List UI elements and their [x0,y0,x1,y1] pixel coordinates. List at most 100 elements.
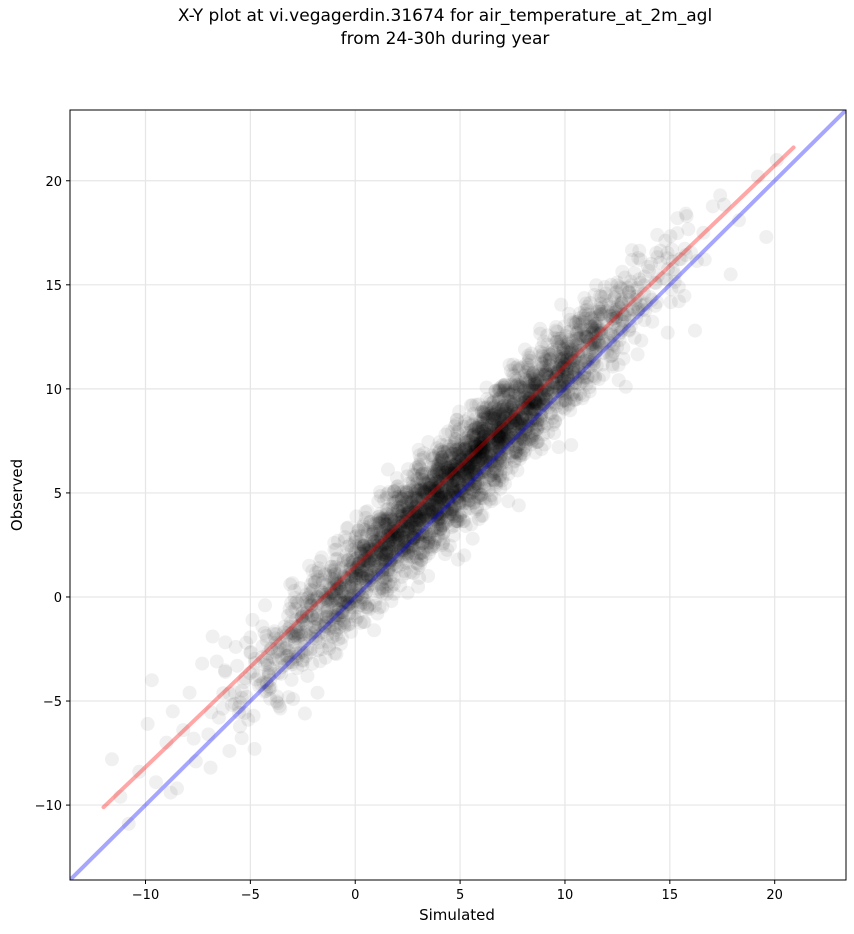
cloud-point [476,463,491,478]
data-point [396,540,411,555]
cloud-point [616,340,631,355]
cloud-point [480,455,495,470]
cloud-point [476,451,491,466]
cloud-point [444,502,459,517]
cloud-point [508,389,523,404]
cloud-point [445,478,460,493]
cloud-point [357,539,372,554]
cloud-point [568,351,583,366]
cloud-point [310,612,325,627]
cloud-point [371,534,386,549]
cloud-point [555,369,570,384]
x-tick-label: 10 [557,888,574,903]
cloud-point [423,485,438,500]
cloud-point [463,448,478,463]
cloud-point [337,619,352,634]
cloud-point [237,706,252,721]
cloud-point [650,250,665,265]
cloud-point [520,386,535,401]
cloud-point [447,457,462,472]
cloud-point [308,620,323,635]
cloud-point [509,426,524,441]
cloud-point [451,450,466,465]
cloud-point [485,411,500,426]
cloud-point [536,383,551,398]
cloud-point [630,280,645,295]
cloud-point [443,488,458,503]
cloud-point [440,472,455,487]
cloud-point [376,550,391,565]
cloud-point [440,461,455,476]
cloud-point [489,438,504,453]
cloud-point [466,485,481,500]
cloud-point [390,500,405,515]
data-point [463,481,478,496]
cloud-point [409,549,424,564]
cloud-point [304,598,319,613]
cloud-point [479,422,494,437]
data-point [434,450,449,465]
cloud-point [553,379,568,394]
cloud-point [362,553,377,568]
data-point [176,723,191,738]
cloud-point [596,367,611,382]
cloud-point [622,284,637,299]
point-cloud [186,197,732,746]
data-point [379,502,394,517]
data-point [509,373,524,388]
data-point [132,764,147,779]
cloud-point [340,617,355,632]
cloud-point [350,551,365,566]
cloud-point [385,527,400,542]
cloud-point [473,452,488,467]
cloud-point [521,419,536,434]
cloud-point [540,337,555,352]
cloud-point [301,609,316,624]
cloud-point [348,571,363,586]
cloud-point [491,426,506,441]
data-point [471,419,486,434]
cloud-point [605,305,620,320]
cloud-point [476,404,491,419]
cloud-point [459,440,474,455]
cloud-point [298,649,313,664]
cloud-point [284,672,299,687]
cloud-point [475,421,490,436]
cloud-point [438,458,453,473]
cloud-point [416,511,431,526]
cloud-point [355,595,370,610]
trend-lines [70,110,846,880]
cloud-point [441,465,456,480]
cloud-point [415,528,430,543]
cloud-point [368,592,383,607]
cloud-point [358,585,373,600]
cloud-point [476,424,491,439]
cloud-point [563,342,578,357]
cloud-point [484,454,499,469]
data-point [547,361,562,376]
cloud-point [335,605,350,620]
cloud-point [423,539,438,554]
cloud-point [402,540,417,555]
cloud-point [623,274,638,289]
cloud-point [374,545,389,560]
cloud-point [470,476,485,491]
cloud-point [375,580,390,595]
cloud-point [334,605,349,620]
cloud-point [351,559,366,574]
cloud-point [521,353,536,368]
cloud-point [617,270,632,285]
cloud-point [582,380,597,395]
cloud-point [407,508,422,523]
cloud-point [543,347,558,362]
cloud-point [420,497,435,512]
cloud-point [432,510,447,525]
cloud-point [527,371,542,386]
data-point [566,315,581,330]
data-point [469,500,484,515]
cloud-point [336,587,351,602]
cloud-point [439,481,454,496]
cloud-point [395,513,410,528]
cloud-point [561,306,576,321]
cloud-point [318,567,333,582]
